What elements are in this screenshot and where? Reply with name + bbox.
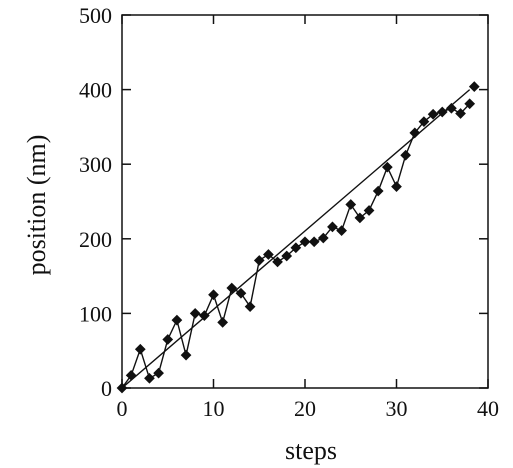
data-point — [464, 98, 476, 110]
y-tick-label: 100 — [79, 301, 112, 326]
data-point — [208, 289, 219, 301]
data-point — [427, 108, 439, 120]
data-point — [327, 221, 338, 233]
x-tick-label: 0 — [117, 396, 128, 421]
data-point — [299, 236, 311, 248]
data-point — [381, 161, 393, 173]
y-tick-label: 500 — [79, 3, 112, 28]
data-point — [226, 282, 238, 294]
data-point — [400, 149, 412, 161]
axis-ticks — [121, 14, 489, 389]
data-point — [162, 334, 174, 345]
data-point — [418, 116, 430, 128]
data-point — [253, 255, 265, 266]
x-axis-label: steps — [285, 436, 337, 465]
y-tick-label: 300 — [79, 152, 112, 177]
y-tick-label: 200 — [79, 227, 112, 252]
data-point — [217, 316, 229, 328]
data-point — [391, 181, 402, 192]
data-point — [446, 102, 457, 114]
data-point — [354, 212, 366, 224]
data-point — [272, 256, 283, 268]
plot-frame — [121, 14, 489, 389]
data-point — [409, 127, 421, 139]
data-point — [116, 382, 128, 394]
data-point — [336, 225, 347, 236]
x-tick-label: 10 — [203, 396, 225, 421]
data-point-end — [468, 81, 480, 92]
data-point — [263, 249, 274, 260]
y-tick-label: 400 — [79, 78, 112, 103]
data-point — [189, 308, 201, 319]
data-point — [198, 310, 210, 322]
y-axis-label: position (nm) — [22, 135, 51, 276]
data-point — [244, 301, 256, 313]
x-tick-label: 20 — [294, 396, 316, 421]
data-point — [363, 205, 375, 216]
data-point — [125, 369, 137, 381]
x-tick-label: 40 — [477, 396, 499, 421]
data-point — [171, 314, 183, 326]
data-point — [134, 343, 146, 355]
data-point — [372, 185, 384, 197]
data-point — [281, 250, 293, 262]
data-point — [308, 236, 320, 248]
data-point — [436, 106, 448, 118]
data-point — [153, 367, 164, 379]
data-point — [290, 242, 302, 254]
y-tick-label: 0 — [101, 376, 112, 401]
data-point — [235, 287, 247, 299]
data-point — [345, 199, 357, 210]
data-point — [180, 349, 192, 361]
data-point — [317, 232, 329, 244]
x-tick-label: 30 — [386, 396, 408, 421]
series-layer — [116, 81, 480, 394]
data-point — [455, 108, 466, 119]
data-point — [144, 372, 155, 384]
